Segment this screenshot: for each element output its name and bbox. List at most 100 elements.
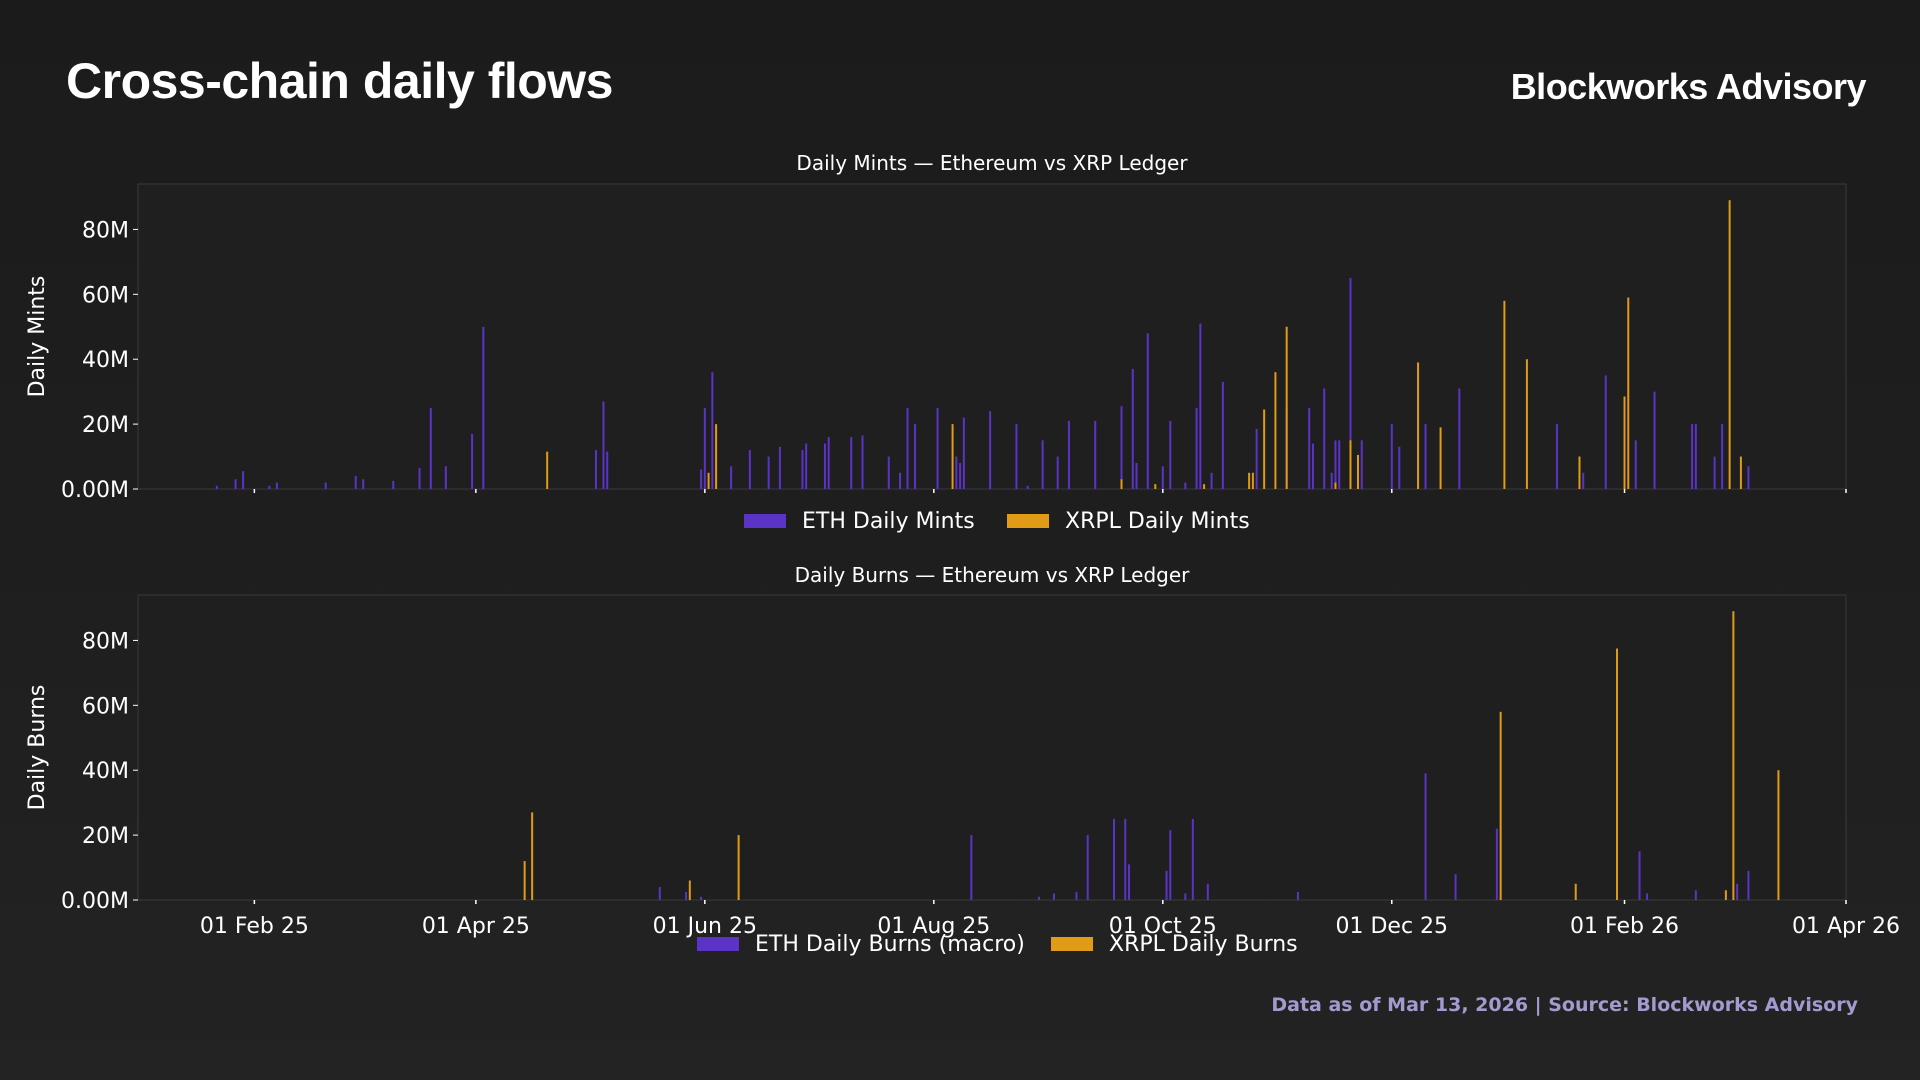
legend-label: XRPL Daily Burns xyxy=(1109,932,1298,957)
bar xyxy=(1255,428,1258,489)
bar xyxy=(1721,424,1724,489)
series-xrpl xyxy=(546,200,1742,490)
series-xrpl xyxy=(523,611,1780,900)
legend-swatch xyxy=(1051,937,1093,951)
bar xyxy=(1191,818,1194,900)
bar xyxy=(362,479,365,489)
bar xyxy=(707,472,710,489)
bar xyxy=(1439,427,1442,489)
x-tick-label: 01 Feb 25 xyxy=(200,914,309,939)
bar xyxy=(737,835,740,900)
bar xyxy=(471,433,474,489)
bar xyxy=(1499,711,1502,900)
bar xyxy=(1582,472,1585,489)
bar xyxy=(805,443,808,489)
y-tick-label: 0.00M xyxy=(61,478,129,503)
y-tick-label: 60M xyxy=(82,694,129,719)
bar xyxy=(1113,818,1115,900)
bar xyxy=(1094,420,1097,489)
bar xyxy=(392,480,395,489)
y-axis-label: Daily Burns xyxy=(25,685,50,811)
bar xyxy=(1732,611,1735,900)
bar xyxy=(606,451,609,489)
page-title: Cross-chain daily flows xyxy=(66,53,613,109)
bar xyxy=(1210,472,1213,489)
bar xyxy=(1146,333,1149,489)
bar xyxy=(1120,479,1123,489)
bar xyxy=(354,476,357,489)
plot-area xyxy=(137,183,1847,490)
y-tick-label: 60M xyxy=(82,283,129,308)
footer-source: Data as of Mar 13, 2026 | Source: Blockw… xyxy=(1271,994,1858,1016)
bar xyxy=(1777,770,1780,900)
bar xyxy=(1638,851,1641,900)
bar xyxy=(1248,472,1251,489)
y-axis-label: Daily Mints xyxy=(25,276,50,398)
bar xyxy=(602,401,605,489)
legend-swatch xyxy=(1007,514,1049,528)
chart-title: Daily Mints — Ethereum vs XRP Ledger xyxy=(796,151,1188,175)
bar xyxy=(778,446,781,489)
bar xyxy=(959,463,962,489)
bar xyxy=(1037,896,1040,900)
bar xyxy=(523,861,526,900)
x-tick-label: 01 Apr 26 xyxy=(1792,914,1900,939)
bar xyxy=(1357,454,1359,489)
bar xyxy=(711,372,714,489)
bar xyxy=(1056,456,1059,489)
plot-area xyxy=(137,594,1847,901)
bar xyxy=(801,450,804,489)
bar xyxy=(1026,485,1029,489)
bar xyxy=(1349,278,1352,489)
bar xyxy=(1334,440,1337,489)
bar xyxy=(1360,440,1363,489)
bar xyxy=(1616,648,1619,900)
chart-mints: Daily Mints — Ethereum vs XRP Ledger Dail… xyxy=(25,151,1847,534)
bar xyxy=(1458,388,1461,489)
bar xyxy=(1747,870,1750,900)
bar xyxy=(1323,388,1326,489)
bar xyxy=(1724,890,1727,900)
bar xyxy=(1694,890,1697,900)
bar xyxy=(951,424,954,489)
bar xyxy=(1525,359,1528,489)
bar xyxy=(1296,891,1299,900)
bar xyxy=(268,485,271,489)
bar xyxy=(1086,835,1089,900)
bar xyxy=(546,451,549,489)
bar xyxy=(1424,773,1427,900)
series-eth xyxy=(215,278,1750,489)
bar xyxy=(1161,466,1164,489)
bar xyxy=(1694,424,1697,489)
bar xyxy=(1417,362,1420,489)
bar xyxy=(685,891,688,900)
bar xyxy=(1169,420,1172,489)
bar xyxy=(1263,409,1266,489)
bar xyxy=(1349,440,1352,489)
bar xyxy=(899,472,902,489)
bar xyxy=(1390,424,1393,489)
bar xyxy=(1623,396,1626,489)
y-tick-label: 80M xyxy=(82,629,129,654)
x-tick-label: 01 Feb 26 xyxy=(1570,914,1679,939)
chart-burns: Daily Burns — Ethereum vs XRP Ledger Dail… xyxy=(25,563,1900,957)
x-tick-label: 01 Aug 25 xyxy=(877,914,990,939)
bar xyxy=(1574,883,1577,900)
bar xyxy=(1128,864,1131,900)
bar xyxy=(594,450,597,489)
bar xyxy=(1206,883,1209,900)
bar xyxy=(1495,828,1498,900)
bar xyxy=(767,456,770,489)
bar xyxy=(242,471,245,489)
bar xyxy=(1067,420,1070,489)
bar xyxy=(827,437,830,489)
bar xyxy=(1195,407,1198,489)
bar xyxy=(700,896,703,900)
bar xyxy=(688,880,691,900)
y-tick-label: 20M xyxy=(82,413,129,438)
bar xyxy=(1124,818,1127,900)
bar xyxy=(1454,874,1457,900)
bar xyxy=(1199,323,1202,489)
bar xyxy=(1184,893,1187,900)
bar xyxy=(1169,830,1172,900)
